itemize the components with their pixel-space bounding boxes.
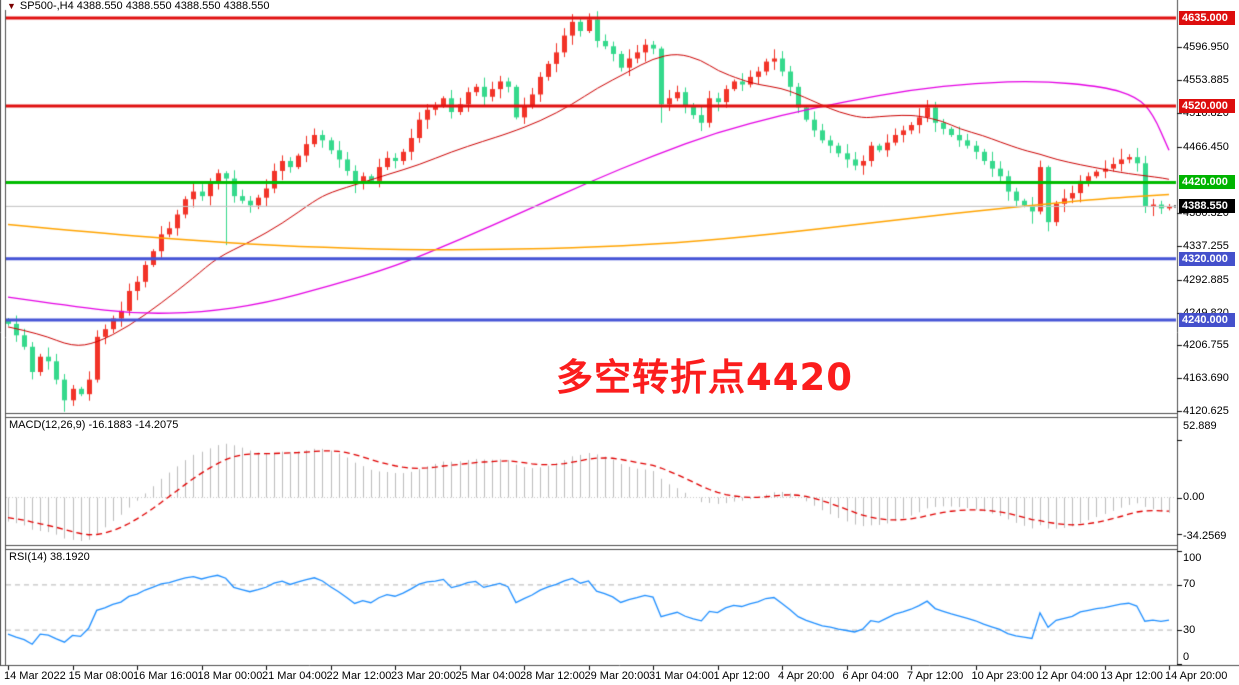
rsi-indicator-label: RSI(14) 38.1920 bbox=[9, 551, 90, 563]
price-axis-label: 4163.690 bbox=[1183, 372, 1229, 385]
macd-indicator-label: MACD(12,26,9) -16.1883 -14.2075 bbox=[9, 419, 179, 431]
time-axis-label: 18 Mar 00:00 bbox=[197, 670, 263, 682]
chart-title: ▼ SP500-,H4 4388.550 4388.550 4388.550 43… bbox=[7, 0, 269, 12]
hline-price-badge: 4320.000 bbox=[1179, 251, 1235, 266]
rsi-axis-label: 100 bbox=[1183, 552, 1202, 564]
time-axis-label: 15 Mar 08:00 bbox=[68, 670, 134, 682]
rsi-axis-label: 0 bbox=[1183, 651, 1190, 663]
price-axis-label: 4553.885 bbox=[1183, 74, 1229, 87]
annotation-text: 多空转折点4420 bbox=[556, 356, 853, 399]
macd-axis-label: -34.2569 bbox=[1183, 530, 1227, 542]
macd-axis-label: 52.889 bbox=[1183, 420, 1217, 432]
time-axis-label: 12 Apr 04:00 bbox=[1036, 670, 1099, 682]
time-axis-label: 16 Mar 16:00 bbox=[133, 670, 198, 682]
rsi-axis-label: 70 bbox=[1183, 578, 1196, 590]
time-axis-label: 23 Mar 20:00 bbox=[391, 670, 456, 682]
time-axis-label: 31 Mar 04:00 bbox=[649, 670, 714, 682]
time-axis-label: 4 Apr 20:00 bbox=[778, 670, 835, 682]
price-axis-label: 4596.950 bbox=[1183, 41, 1229, 54]
time-axis-label: 1 Apr 12:00 bbox=[713, 670, 770, 682]
price-axis-label: 4206.755 bbox=[1183, 339, 1229, 352]
chart-title-text: SP500-,H4 4388.550 4388.550 4388.550 438… bbox=[19, 0, 270, 12]
time-axis-label: 14 Apr 20:00 bbox=[1165, 670, 1228, 682]
time-axis-label: 7 Apr 12:00 bbox=[907, 670, 964, 682]
time-axis-label: 22 Mar 12:00 bbox=[326, 670, 392, 682]
hline-price-badge: 4388.550 bbox=[1179, 199, 1235, 214]
time-axis-label: 13 Apr 12:00 bbox=[1100, 670, 1163, 682]
price-axis-label: 4292.885 bbox=[1183, 273, 1229, 286]
time-axis-label: 6 Apr 04:00 bbox=[842, 670, 899, 682]
time-axis-label: 28 Mar 12:00 bbox=[520, 670, 585, 682]
price-axis-label: 4466.450 bbox=[1183, 140, 1229, 153]
symbol-dropdown-arrow-icon[interactable]: ▼ bbox=[7, 1, 16, 11]
macd-axis-label: 0.00 bbox=[1183, 491, 1205, 503]
hline-price-badge: 4635.000 bbox=[1179, 11, 1235, 25]
time-axis-label: 21 Mar 04:00 bbox=[262, 670, 327, 682]
hline-price-badge: 4520.000 bbox=[1179, 98, 1235, 113]
hline-price-badge: 4420.000 bbox=[1179, 175, 1235, 190]
time-axis-label: 14 Mar 2022 bbox=[4, 670, 66, 682]
rsi-axis-label: 30 bbox=[1183, 624, 1196, 636]
price-axis-label: 4337.255 bbox=[1183, 239, 1229, 252]
hline-price-badge: 4240.000 bbox=[1179, 313, 1235, 327]
time-axis-label: 25 Mar 04:00 bbox=[455, 670, 521, 682]
time-axis-label: 29 Mar 20:00 bbox=[584, 670, 650, 682]
price-axis-label: 4120.625 bbox=[1183, 405, 1229, 418]
time-axis-label: 10 Apr 23:00 bbox=[971, 670, 1034, 682]
